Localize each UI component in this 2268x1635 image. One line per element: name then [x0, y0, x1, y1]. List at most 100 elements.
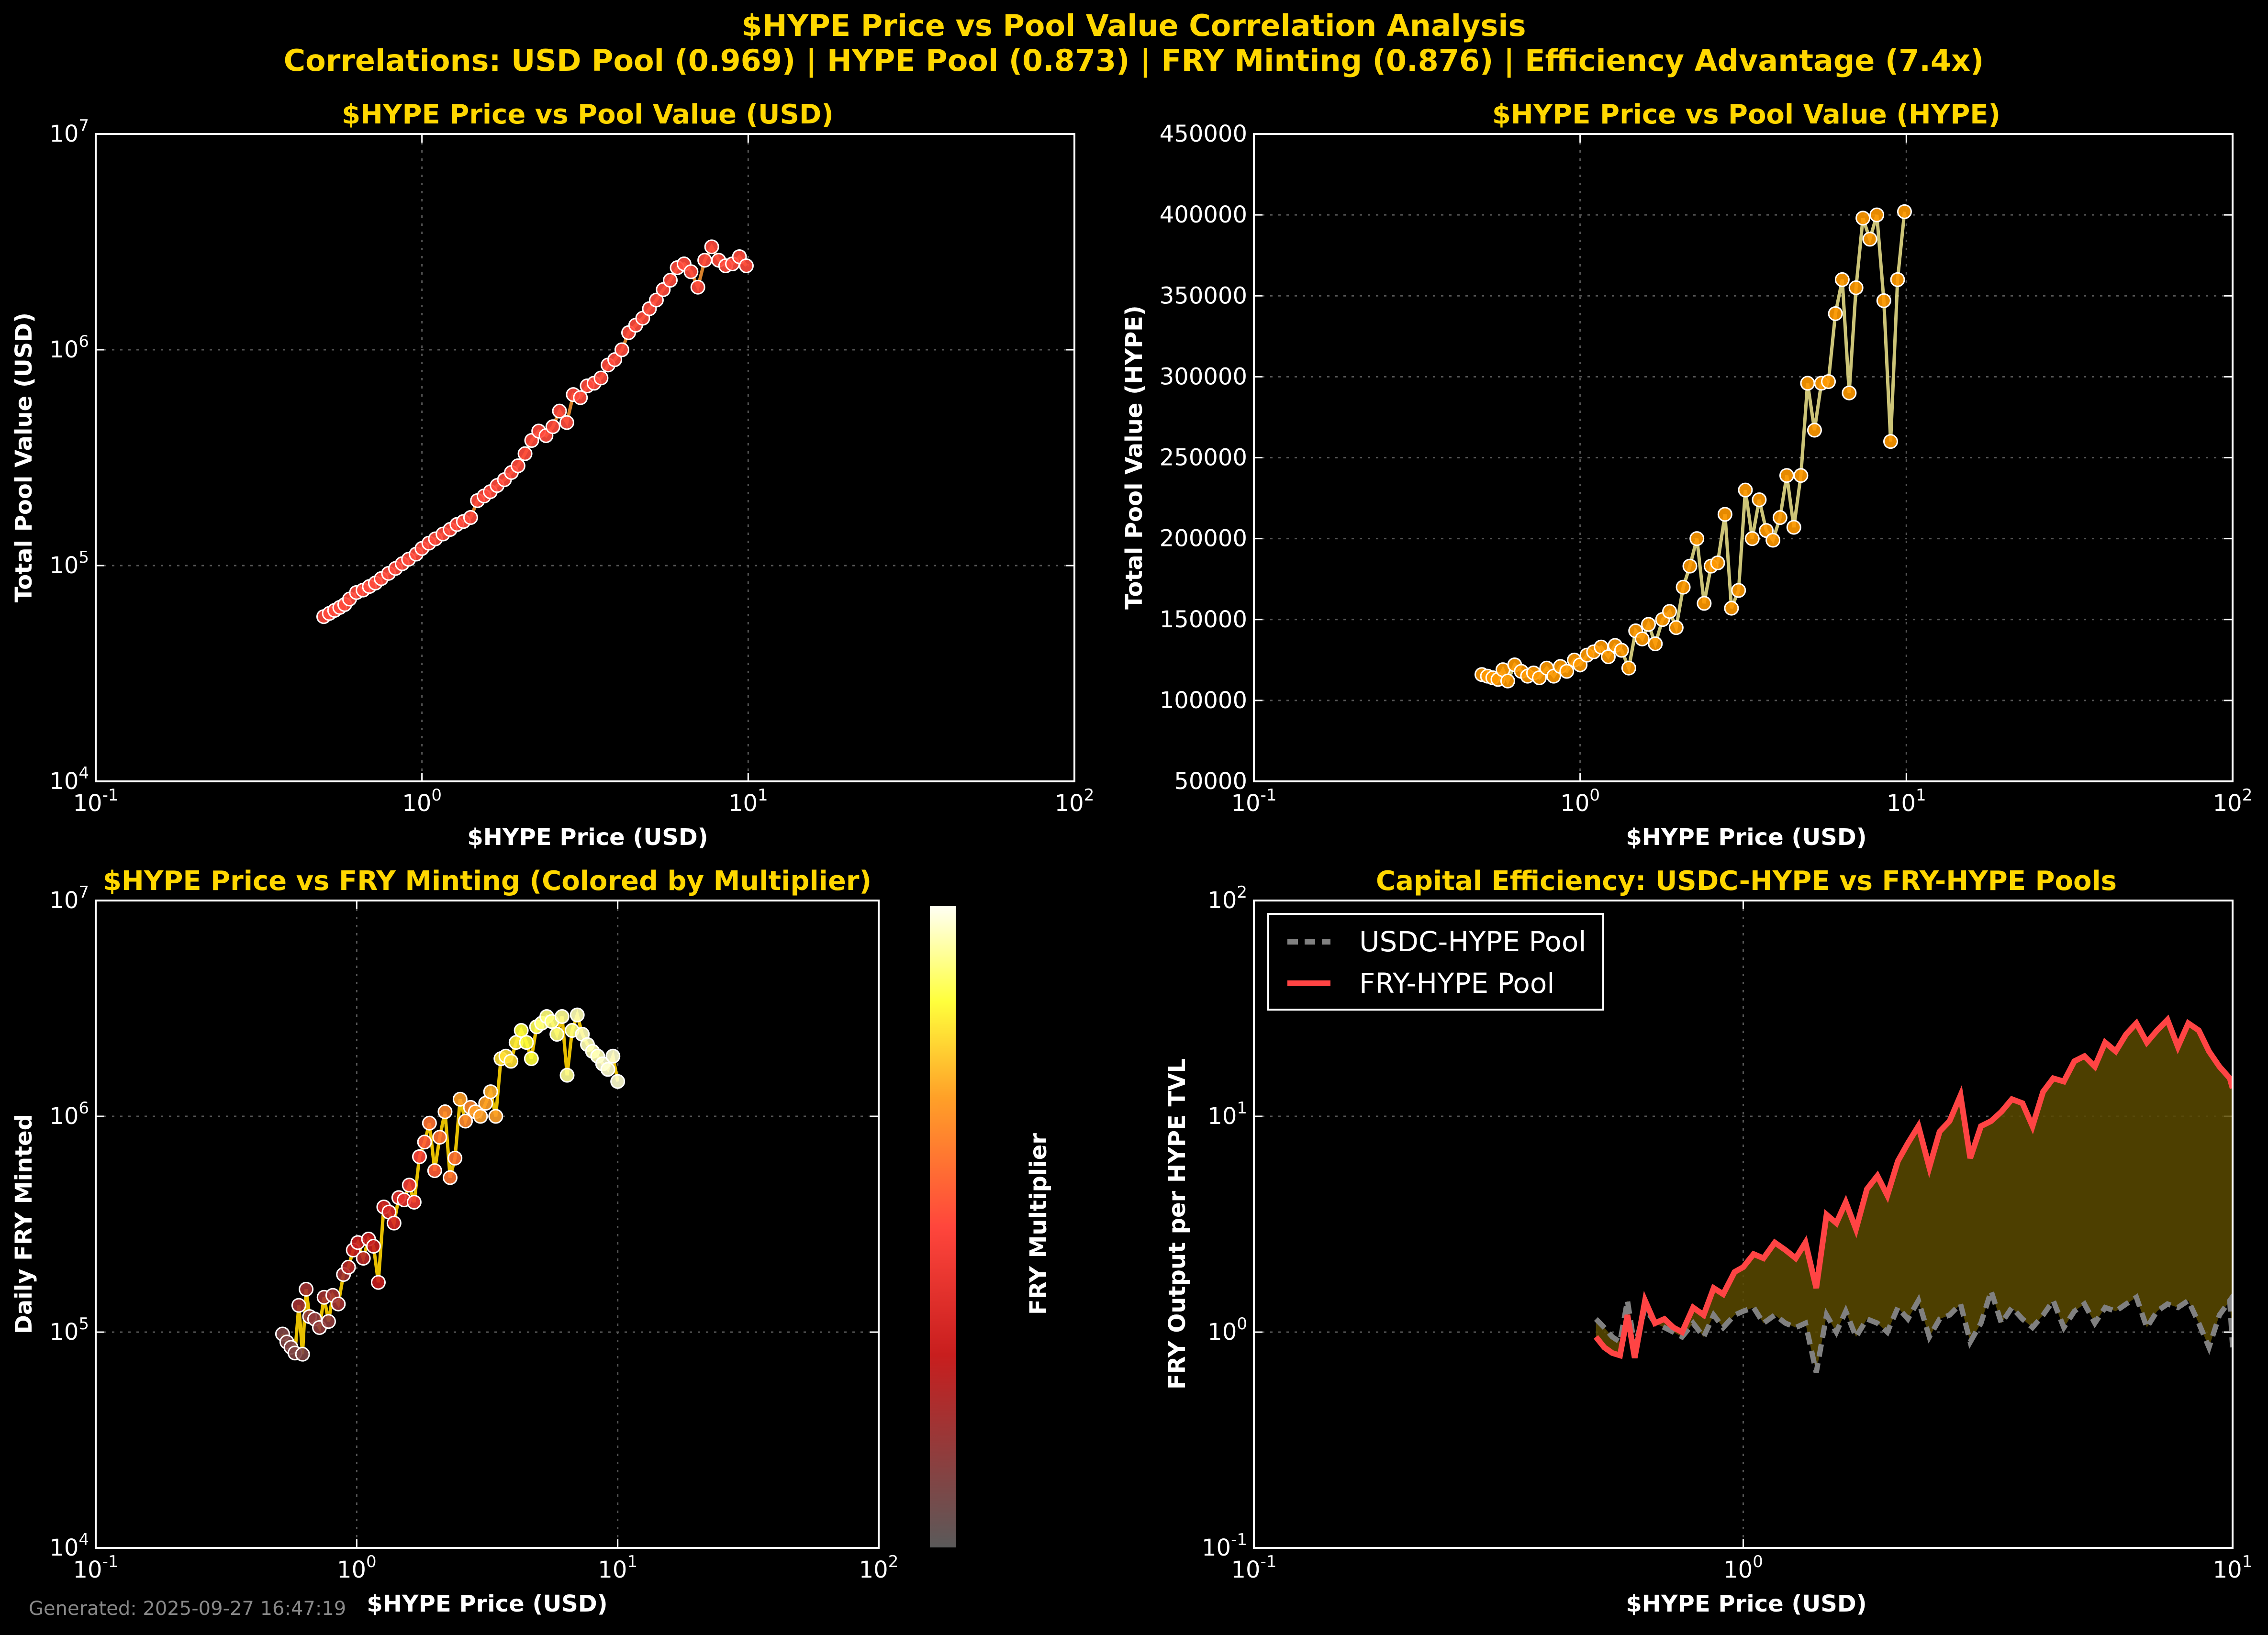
data-point	[1821, 374, 1836, 389]
panel-title-capital-efficiency: Capital Efficiency: USDC-HYPE vs FRY-HYP…	[1376, 866, 2117, 897]
y-tick-label: 106	[49, 332, 89, 363]
plot-area-capital_efficiency	[1594, 1014, 2233, 1373]
axes-frame	[95, 900, 880, 1549]
data-point	[690, 279, 705, 295]
axes-usd_pool: 10-1 100 101 102 104 105 106 107	[49, 116, 1094, 817]
data-point	[299, 1281, 314, 1297]
data-point	[545, 419, 560, 434]
axes-fry_minting: 10-1 100 101 102 104 105 106 107	[49, 883, 957, 1583]
xlabel-usd-pool: $HYPE Price (USD)	[467, 824, 708, 851]
x-tick-label: 101	[2213, 1552, 2253, 1583]
data-point	[614, 342, 629, 357]
fry-hype-line	[1594, 1014, 2233, 1359]
data-point	[519, 1035, 534, 1050]
data-point	[1897, 204, 1912, 219]
y-tick-label: 105	[49, 548, 89, 579]
panel-title-hype-pool: $HYPE Price vs Pool Value (HYPE)	[1492, 99, 2000, 130]
data-point	[1842, 385, 1857, 400]
legend-box	[1267, 913, 1604, 1011]
data-point	[452, 1091, 468, 1107]
axes-frame	[1253, 900, 2234, 1549]
data-point	[704, 239, 719, 255]
data-point	[1641, 617, 1656, 632]
xlabel-fry-minting: $HYPE Price (USD)	[367, 1591, 607, 1617]
data-point	[291, 1298, 306, 1313]
data-point	[295, 1346, 310, 1362]
panel-title-fry-minting: $HYPE Price vs FRY Minting (Colored by M…	[103, 866, 871, 897]
panel-capital-efficiency: Capital Efficiency: USDC-HYPE vs FRY-HYP…	[1164, 866, 2117, 1617]
data-point	[573, 390, 588, 405]
efficiency-fill	[1596, 1020, 2233, 1373]
plot-area-hype_pool	[1474, 204, 1912, 689]
y-tick-label: 100	[1207, 1314, 1247, 1346]
data-point	[356, 1251, 371, 1266]
data-point	[483, 1084, 498, 1100]
data-point	[386, 1215, 402, 1231]
data-point	[473, 1109, 488, 1124]
data-point	[663, 273, 678, 288]
data-point	[517, 446, 533, 461]
data-point	[1731, 583, 1746, 598]
legend: USDC-HYPE Pool FRY-HYPE Pool	[1267, 913, 1604, 1011]
panel-usd-pool: $HYPE Price vs Pool Value (USD) $HYPE Pr…	[11, 99, 834, 851]
y-tick-label: 104	[49, 764, 89, 795]
data-point	[1793, 468, 1809, 483]
y-tick-label: 105	[49, 1314, 89, 1346]
x-tick-label: 102	[859, 1552, 899, 1583]
data-point	[1862, 232, 1877, 247]
data-point	[1717, 507, 1732, 522]
data-point	[1621, 660, 1636, 676]
y-tick-label: 200000	[1160, 525, 1247, 552]
data-point	[1662, 604, 1677, 619]
axes-frame	[1253, 133, 2234, 782]
data-point	[1634, 631, 1650, 646]
y-tick-label: 101	[1207, 1099, 1247, 1130]
data-point	[447, 1150, 463, 1166]
usdc-hype-line	[1594, 1282, 2233, 1373]
ylabel-hype-pool: Total Pool Value (HYPE)	[1121, 305, 1148, 610]
data-point	[1772, 510, 1788, 525]
data-point	[331, 1296, 346, 1312]
colorbar	[929, 905, 957, 1548]
data-point	[463, 510, 478, 525]
data-point	[559, 1068, 575, 1083]
y-tick-label: 350000	[1160, 282, 1247, 309]
data-point	[1779, 468, 1794, 483]
legend-usdc-label: USDC-HYPE Pool	[1359, 925, 1586, 958]
data-point	[554, 1009, 570, 1024]
x-tick-label: 10-1	[73, 1552, 119, 1583]
data-point	[1752, 492, 1767, 507]
data-point	[1786, 520, 1801, 535]
y-tick-label: 150000	[1160, 606, 1247, 633]
data-point	[1855, 211, 1871, 226]
data-point	[570, 1007, 585, 1023]
data-point	[552, 403, 567, 419]
y-tick-label: 104	[49, 1530, 89, 1561]
x-tick-label: 10-1	[1231, 1552, 1277, 1583]
data-point	[1648, 636, 1663, 651]
ylabel-usd-pool: Total Pool Value (USD)	[11, 312, 37, 602]
data-point	[417, 1134, 432, 1150]
data-point	[648, 292, 664, 308]
data-point	[600, 1062, 615, 1077]
y-tick-label: 300000	[1160, 363, 1247, 390]
data-point	[1532, 670, 1547, 686]
panel-title-usd-pool: $HYPE Price vs Pool Value (USD)	[342, 99, 834, 130]
data-point	[1869, 207, 1885, 222]
panel-hype-pool: $HYPE Price vs Pool Value (HYPE) $HYPE P…	[1121, 99, 2000, 851]
axes-frame	[95, 133, 1075, 782]
data-point	[1710, 555, 1725, 570]
data-point	[427, 1163, 442, 1179]
data-point	[610, 1074, 626, 1089]
ylabel-capital-efficiency: FRY Output per HYPE TVL	[1164, 1058, 1191, 1390]
data-point	[1682, 558, 1698, 574]
y-tick-label: 250000	[1160, 445, 1247, 471]
figure-title: $HYPE Price vs Pool Value Correlation An…	[741, 8, 1526, 43]
data-point	[549, 1027, 565, 1042]
axes-capital_efficiency: 10-1 100 101 10-1 100 101 102	[1202, 883, 2252, 1583]
data-point	[488, 1109, 503, 1124]
data-point	[605, 1048, 621, 1064]
y-tick-label: 107	[49, 116, 89, 147]
data-point	[458, 1113, 473, 1129]
